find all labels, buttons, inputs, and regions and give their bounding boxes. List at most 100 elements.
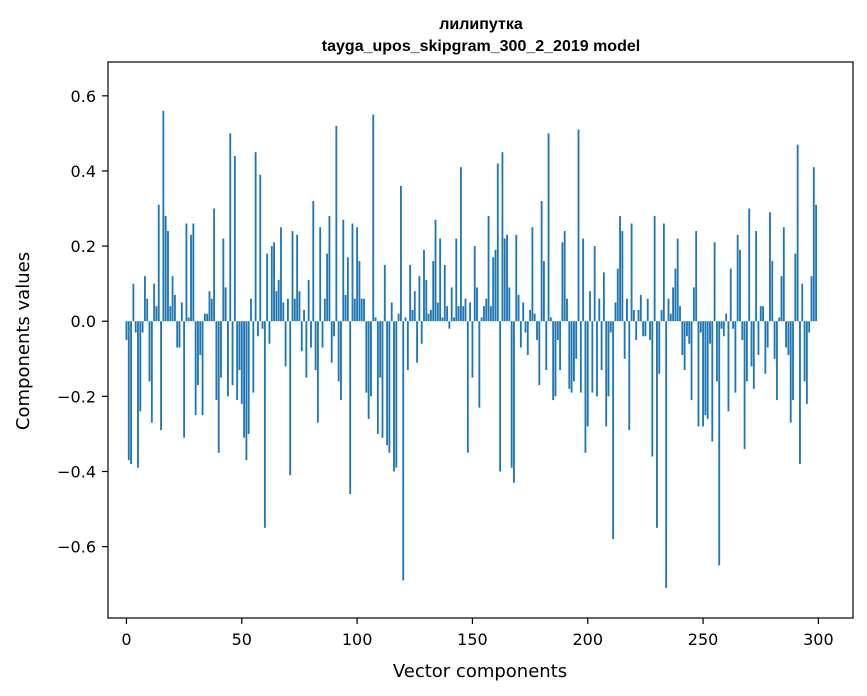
bar-253 xyxy=(709,321,711,344)
bar-140 xyxy=(448,321,451,329)
bar-170 xyxy=(517,294,520,322)
bar-105 xyxy=(367,321,370,419)
bar-156 xyxy=(485,298,488,322)
bar-257 xyxy=(718,321,721,566)
bar-264 xyxy=(734,321,737,393)
bar-291 xyxy=(796,144,799,322)
bar-195 xyxy=(575,321,578,359)
bar-160 xyxy=(494,249,497,322)
bar-281 xyxy=(773,321,776,359)
bar-290 xyxy=(794,253,797,322)
bar-285 xyxy=(782,227,785,322)
bar-23 xyxy=(178,321,181,348)
bar-70 xyxy=(286,298,289,322)
bar-174 xyxy=(526,321,529,356)
bar-114 xyxy=(388,321,391,453)
bar-265 xyxy=(736,234,739,322)
bar-92 xyxy=(337,321,340,382)
bar-187 xyxy=(556,321,559,340)
bar-258 xyxy=(720,321,723,329)
bar-31 xyxy=(197,321,199,386)
bar-282 xyxy=(775,321,778,401)
bar-190 xyxy=(563,231,566,322)
bar-203 xyxy=(593,246,596,322)
bar-122 xyxy=(406,321,409,371)
bar-255 xyxy=(713,242,716,322)
bar-232 xyxy=(660,309,663,322)
bar-202 xyxy=(591,321,594,393)
bar-134 xyxy=(434,219,437,322)
bar-30 xyxy=(194,321,197,416)
bar-58 xyxy=(259,174,262,322)
bar-73 xyxy=(293,298,296,322)
bar-100 xyxy=(356,227,359,322)
bar-289 xyxy=(792,321,794,401)
bar-88 xyxy=(328,216,331,322)
chart-title: лилипутка xyxy=(439,16,523,33)
bar-25 xyxy=(183,321,186,438)
bar-111 xyxy=(381,321,384,438)
bar-237 xyxy=(672,287,675,322)
bar-56 xyxy=(254,152,257,322)
bar-36 xyxy=(208,291,211,322)
chart-subtitle: tayga_upos_skipgram_300_2_2019 model xyxy=(322,38,640,55)
bar-209 xyxy=(607,321,610,397)
bar-278 xyxy=(766,321,769,348)
y-tick-label: 0.4 xyxy=(71,162,96,181)
bar-15 xyxy=(160,321,162,431)
bar-0 xyxy=(125,321,128,340)
bar-11 xyxy=(150,321,153,423)
bar-221 xyxy=(635,321,638,340)
bar-90 xyxy=(333,321,335,337)
bar-208 xyxy=(605,321,608,427)
bar-152 xyxy=(476,287,478,322)
bar-40 xyxy=(217,321,220,453)
bar-236 xyxy=(669,313,672,322)
bar-228 xyxy=(651,321,654,457)
bar-89 xyxy=(330,321,333,363)
bar-43 xyxy=(224,287,227,322)
bar-131 xyxy=(427,313,430,322)
bar-54 xyxy=(250,298,252,322)
bar-29 xyxy=(192,223,195,322)
bar-41 xyxy=(220,321,222,378)
bar-207 xyxy=(602,272,605,322)
bar-223 xyxy=(639,294,642,322)
bar-146 xyxy=(462,306,465,322)
bar-132 xyxy=(429,309,432,322)
bar-63 xyxy=(270,246,273,322)
bar-176 xyxy=(531,227,534,322)
bar-157 xyxy=(487,216,490,322)
bar-210 xyxy=(609,321,612,333)
bar-71 xyxy=(289,321,292,476)
bar-9 xyxy=(146,298,149,322)
bar-287 xyxy=(787,321,790,356)
bar-261 xyxy=(727,321,730,412)
bar-158 xyxy=(489,306,492,322)
bar-130 xyxy=(425,279,428,322)
bar-242 xyxy=(683,321,686,371)
bar-95 xyxy=(344,294,347,322)
bar-251 xyxy=(704,321,707,416)
bar-177 xyxy=(533,313,536,322)
bar-222 xyxy=(637,309,640,322)
bar-149 xyxy=(469,302,472,322)
bar-185 xyxy=(552,321,555,401)
y-tick-label: 0.6 xyxy=(71,87,96,106)
bar-77 xyxy=(303,309,305,322)
y-tick-label: −0.6 xyxy=(57,538,96,557)
bar-121 xyxy=(404,317,407,322)
bar-129 xyxy=(423,249,425,322)
bar-148 xyxy=(466,321,469,453)
x-tick-label: 200 xyxy=(572,630,603,649)
bar-197 xyxy=(579,321,582,393)
bar-20 xyxy=(171,276,174,322)
bar-256 xyxy=(715,321,718,382)
bar-46 xyxy=(231,321,234,386)
bar-10 xyxy=(148,321,151,382)
x-tick-label: 300 xyxy=(803,630,834,649)
bar-81 xyxy=(312,201,315,322)
bar-120 xyxy=(402,321,405,581)
bar-139 xyxy=(446,306,448,322)
